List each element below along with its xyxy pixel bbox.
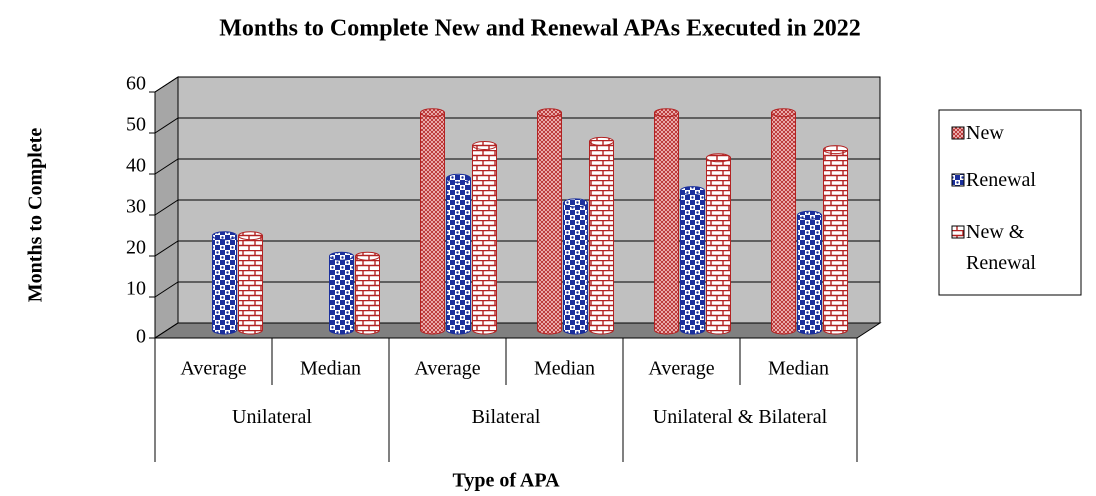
y-tick-label: 0 (136, 326, 146, 348)
x-tick-label: Average (414, 358, 480, 380)
bar (706, 153, 731, 335)
x-axis-title: Type of APA (452, 470, 560, 492)
legend-swatch (951, 173, 965, 187)
y-tick-label: 10 (126, 278, 146, 300)
x-tick-label: Median (534, 358, 595, 380)
y-axis-title: Months to Complete (25, 128, 47, 303)
legend-swatch (951, 126, 965, 140)
bar (472, 141, 497, 335)
bar (329, 251, 354, 335)
y-tick-label: 40 (126, 155, 146, 177)
grid-line (154, 322, 880, 339)
legend-swatch (951, 225, 965, 239)
bar (797, 210, 822, 335)
bar (446, 173, 471, 335)
legend-box (938, 109, 1082, 296)
bar (537, 108, 562, 335)
y-tick-label: 50 (126, 114, 146, 136)
chart-title: Months to Complete New and Renewal APAs … (219, 16, 861, 42)
x-tick-label: Average (180, 358, 246, 380)
legend-label: Renewal (966, 169, 1036, 191)
bar (563, 198, 588, 335)
grid-line (154, 117, 880, 134)
bar (238, 231, 263, 335)
bar (420, 108, 445, 335)
bar (355, 251, 380, 335)
y-tick-label: 20 (126, 237, 146, 259)
bar (823, 145, 848, 335)
grid-line (154, 76, 880, 93)
legend-label: New (966, 122, 1004, 144)
grid-line (154, 240, 880, 257)
grid-line (154, 199, 880, 216)
category-group-label: Unilateral (232, 406, 312, 428)
bar (680, 186, 705, 335)
grid-line (154, 281, 880, 298)
bar (771, 108, 796, 335)
grid-line (154, 158, 880, 175)
x-tick-label: Median (768, 358, 829, 380)
category-group-label: Unilateral & Bilateral (652, 406, 828, 428)
x-tick-label: Median (300, 358, 361, 380)
x-tick-label: Average (648, 358, 714, 380)
y-tick-label: 60 (126, 73, 146, 95)
y-tick-label: 30 (126, 196, 146, 218)
bar (212, 231, 237, 335)
bar (654, 108, 679, 335)
category-group-label: Bilateral (471, 406, 541, 428)
legend-label: New & Renewal (966, 221, 1036, 274)
bar (589, 136, 614, 335)
